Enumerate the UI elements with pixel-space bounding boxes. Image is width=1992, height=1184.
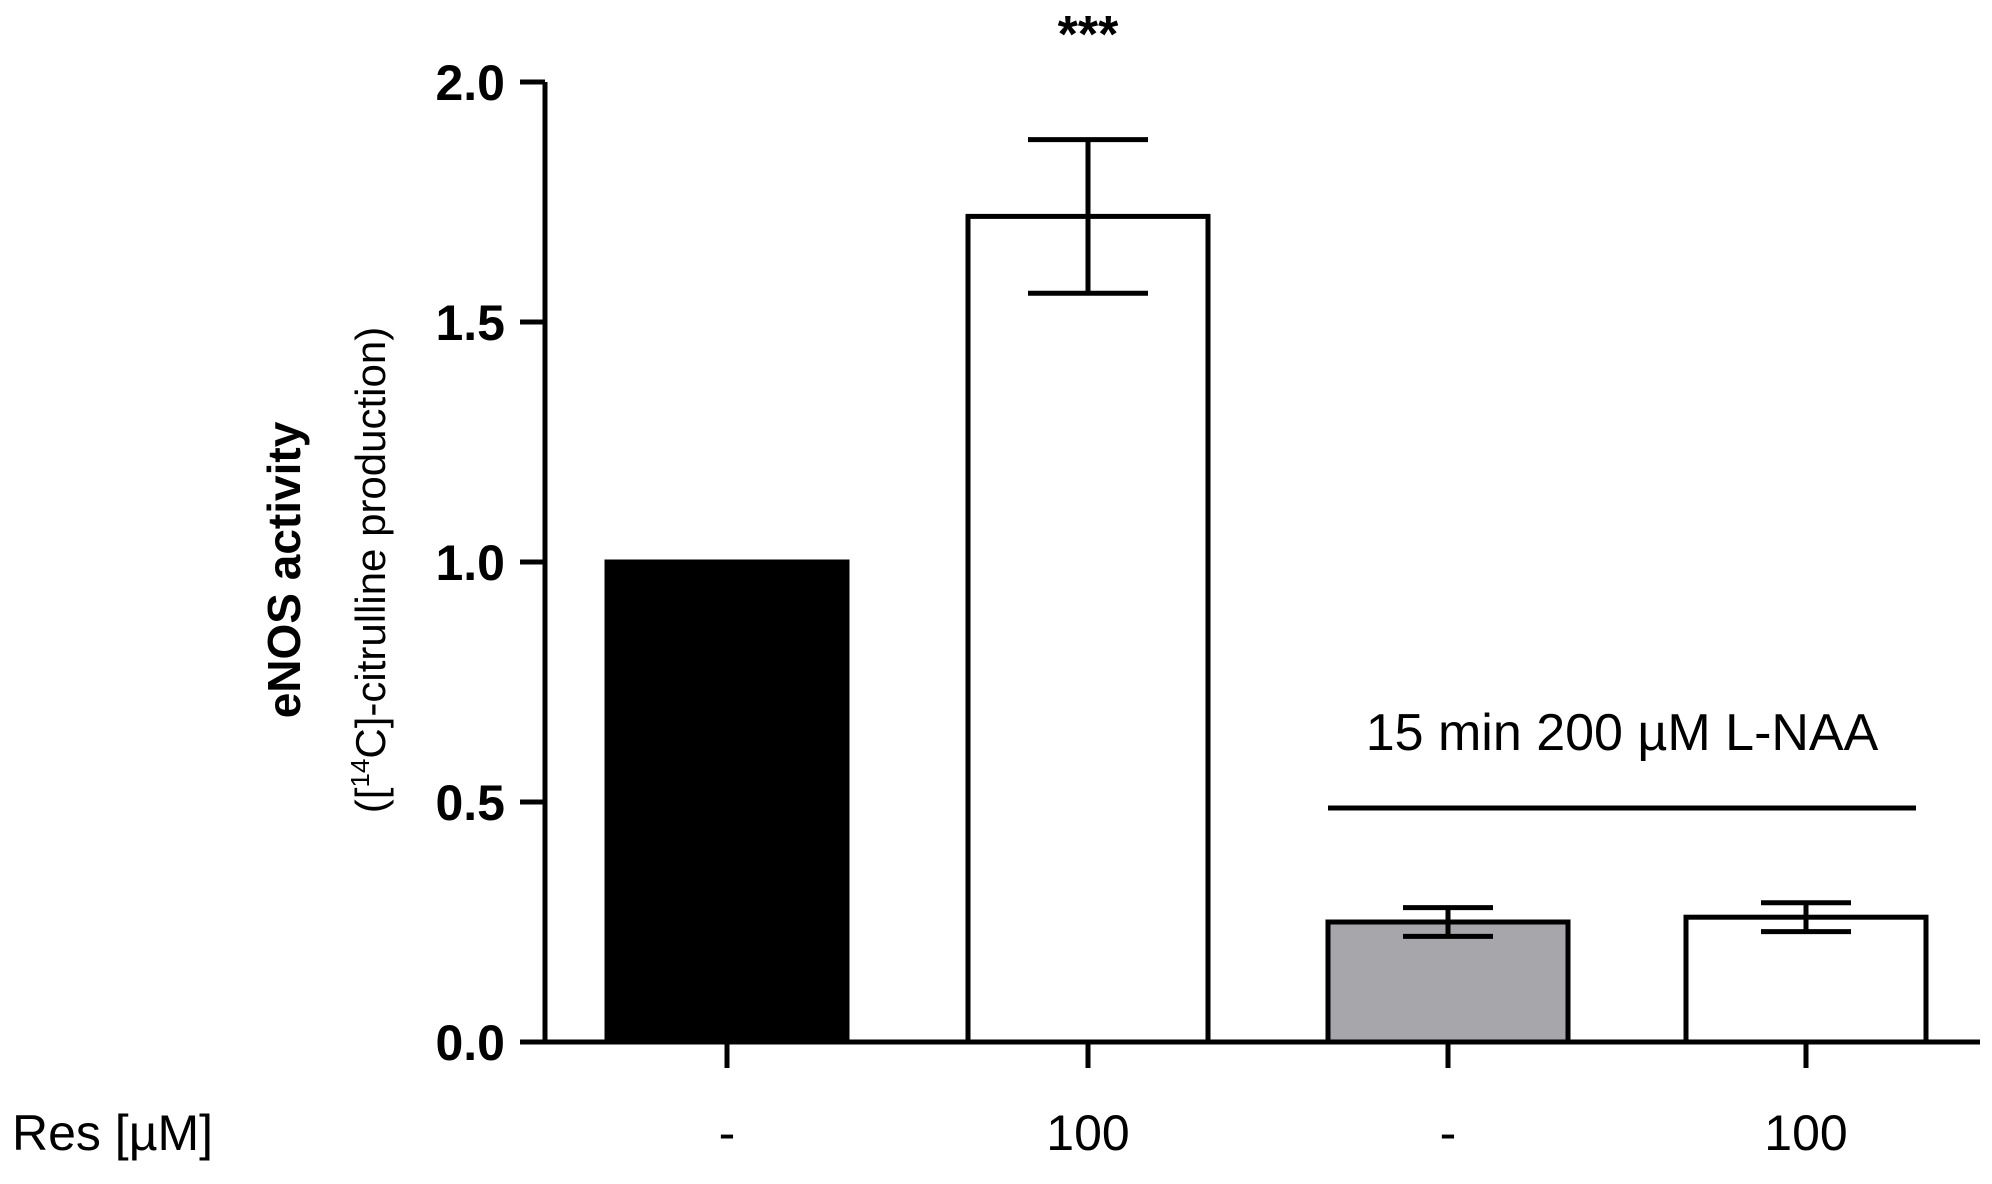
significance-label: ***: [1058, 6, 1119, 64]
bar: [604, 559, 850, 1045]
error-bars-group: [1028, 137, 1851, 939]
bar: [1683, 914, 1929, 1045]
bar: [1325, 919, 1571, 1045]
y-axis-subtitle: ([14C]-citrulline production): [345, 327, 394, 813]
row-label: Res [µM]: [12, 1105, 213, 1161]
y-tick-label: 2.0: [435, 55, 505, 111]
y-axis-subtitle-superscript: 14: [345, 759, 375, 788]
category-labels: - 100 - 100: [719, 1105, 1848, 1161]
y-axis-title: eNOS activity: [258, 421, 310, 718]
y-tick-label: 1.0: [435, 535, 505, 591]
category-label: -: [719, 1105, 736, 1161]
y-axis-ticks: 0.0 0.5 1.0 1.5 2.0: [435, 55, 545, 1071]
category-label: 100: [1046, 1105, 1129, 1161]
y-tick-label: 0.5: [435, 775, 505, 831]
category-label: 100: [1764, 1105, 1847, 1161]
bars-group: [604, 213, 1929, 1045]
x-axis-ticks: [724, 1042, 1809, 1068]
y-tick-label: 0.0: [435, 1015, 505, 1071]
significance-marks: ***: [1058, 6, 1119, 64]
y-tick-label: 1.5: [435, 295, 505, 351]
bar: [965, 213, 1211, 1045]
y-axis-subtitle-suffix: C]-citrulline production): [347, 327, 394, 759]
y-axis-subtitle-prefix: ([: [347, 787, 394, 813]
category-label: -: [1440, 1105, 1457, 1161]
group-annotation-label: 15 min 200 µM L-NAA: [1366, 704, 1879, 762]
